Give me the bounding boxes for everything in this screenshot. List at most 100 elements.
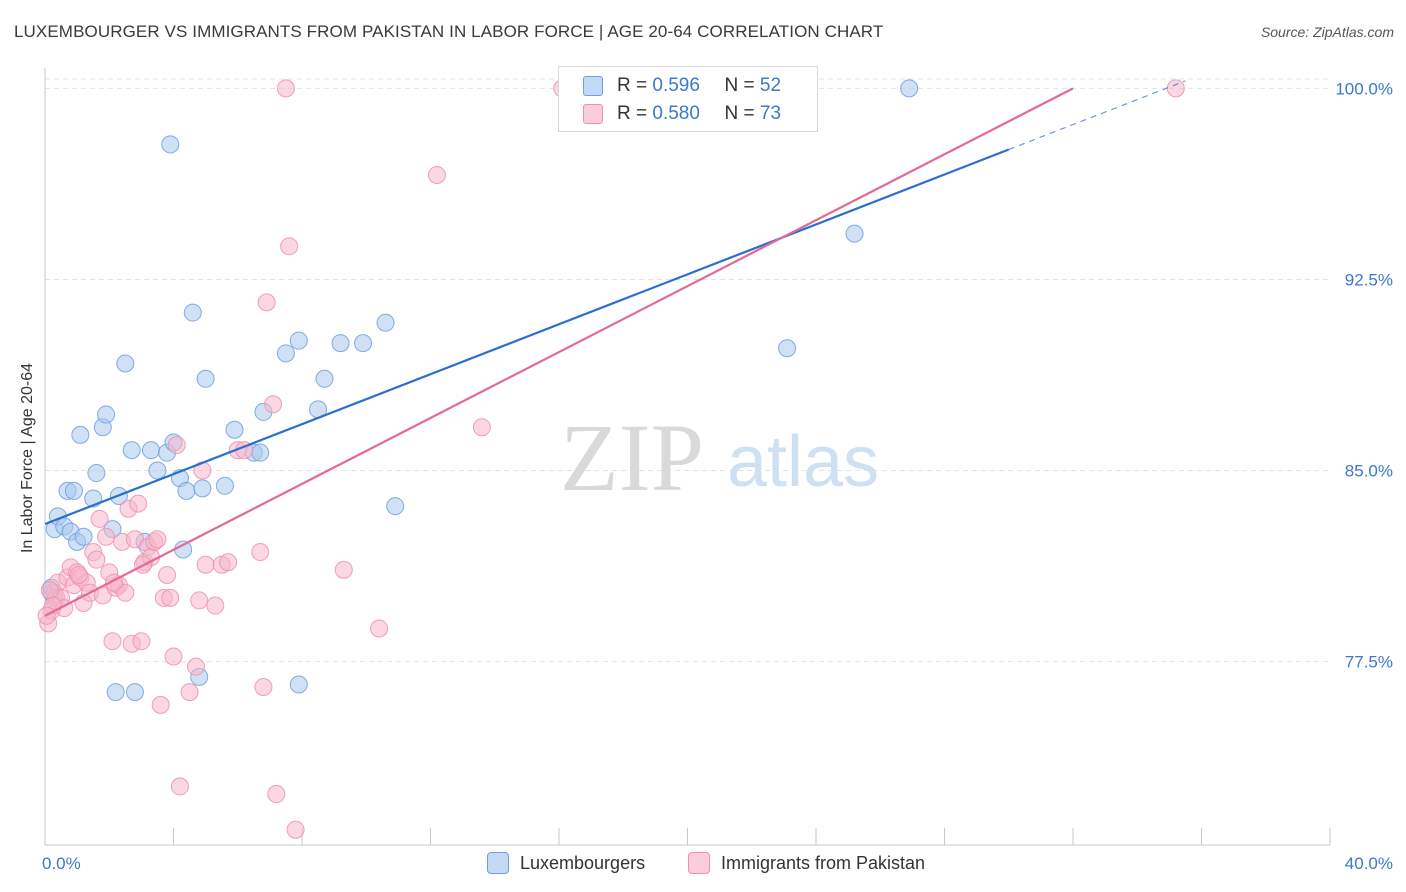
point-pakistan [254,678,273,697]
point-luxembourgers [74,527,93,546]
point-luxembourgers [177,481,196,500]
point-pakistan [186,657,205,676]
trendline-luxembourgers-extension [1008,80,1186,151]
n-value: 73 [759,103,782,124]
y-axis-label: In Labor Force | Age 20-64 [19,362,36,554]
point-luxembourgers [161,135,180,154]
point-luxembourgers [122,441,141,460]
point-pakistan [180,683,199,702]
series-legend: Luxembourgers Immigrants from Pakistan [0,852,1406,878]
point-pakistan [276,79,295,98]
legend-swatch-pink [688,852,710,874]
point-pakistan [1166,79,1185,98]
point-luxembourgers [64,481,83,500]
point-pakistan [103,632,122,651]
point-pakistan [170,777,189,796]
y-tick-label: 100.0% [1335,79,1393,98]
point-pakistan [40,581,59,600]
point-pakistan [161,588,180,607]
legend-swatch-blue [487,852,509,874]
n-label: N = [724,103,755,124]
r-value: 0.580 [652,103,700,124]
point-luxembourgers [331,334,350,353]
point-luxembourgers [276,344,295,363]
x-tick-label: 0.0% [42,854,81,873]
point-pakistan [219,553,238,572]
point-luxembourgers [354,334,373,353]
point-pakistan [69,565,88,584]
point-luxembourgers [193,479,212,498]
point-pakistan [158,565,177,584]
trendline-luxembourgers [44,148,1010,526]
point-luxembourgers [845,224,864,243]
point-pakistan [129,494,148,513]
legend-item-pakistan[interactable]: Immigrants from Pakistan [688,852,925,874]
x-tick-label: 40.0% [1345,854,1393,873]
point-luxembourgers [196,369,215,388]
trend-layer [44,80,1186,617]
point-pakistan [286,820,305,839]
point-luxembourgers [289,675,308,694]
point-pakistan [472,418,491,437]
point-luxembourgers [251,443,270,462]
legend-swatch-blue [583,76,603,96]
legend-item-luxembourgers[interactable]: Luxembourgers [487,852,645,874]
trendline-pakistan [44,87,1074,617]
n-value: 52 [759,75,782,96]
point-pakistan [164,647,183,666]
n-label: N = [724,75,755,96]
y-tick-label: 77.5% [1345,653,1393,672]
point-pakistan [280,237,299,256]
point-pakistan [251,543,270,562]
point-pakistan [151,695,170,714]
point-pakistan [190,591,209,610]
point-luxembourgers [148,461,167,480]
points-layer [37,79,1185,839]
point-pakistan [116,583,135,602]
point-luxembourgers [71,425,90,444]
r-label: R = [617,75,648,96]
point-pakistan [370,619,389,638]
point-pakistan [257,293,276,312]
point-pakistan [264,395,283,414]
point-luxembourgers [386,497,405,516]
watermark-zip: ZIP [560,404,704,511]
point-pakistan [90,509,109,528]
watermark-atlas: atlas [727,422,879,502]
r-label: R = [617,103,648,124]
point-luxembourgers [376,313,395,332]
point-pakistan [267,785,286,804]
point-luxembourgers [215,476,234,495]
y-tick-label: 85.0% [1345,462,1393,481]
point-luxembourgers [778,339,797,358]
point-luxembourgers [225,420,244,439]
chart-title: LUXEMBOURGER VS IMMIGRANTS FROM PAKISTAN… [14,22,884,41]
point-luxembourgers [900,79,919,98]
axis-layer [44,68,1331,846]
y-tick-label: 92.5% [1345,270,1393,289]
point-pakistan [427,165,446,184]
tick-label-layer: 100.0% 92.5% 85.0% 77.5% 0.0% 40.0% [42,79,1393,873]
legend-swatch-pink [583,104,603,124]
point-pakistan [206,596,225,615]
r-value: 0.596 [652,75,700,96]
point-pakistan [334,560,353,579]
point-luxembourgers [106,683,125,702]
point-luxembourgers [116,354,135,373]
legend-label: Immigrants from Pakistan [721,852,926,873]
grid-layer [45,78,1330,663]
point-pakistan [167,436,186,455]
point-pakistan [132,632,151,651]
watermark: ZIP atlas [560,404,879,511]
point-luxembourgers [97,405,116,424]
point-luxembourgers [125,683,144,702]
point-pakistan [196,555,215,574]
point-luxembourgers [142,441,161,460]
source-attribution: Source: ZipAtlas.com [1260,24,1394,40]
legend-label: Luxembourgers [520,852,646,873]
point-pakistan [148,530,167,549]
point-luxembourgers [315,369,334,388]
point-luxembourgers [87,464,106,483]
point-luxembourgers [289,331,308,350]
